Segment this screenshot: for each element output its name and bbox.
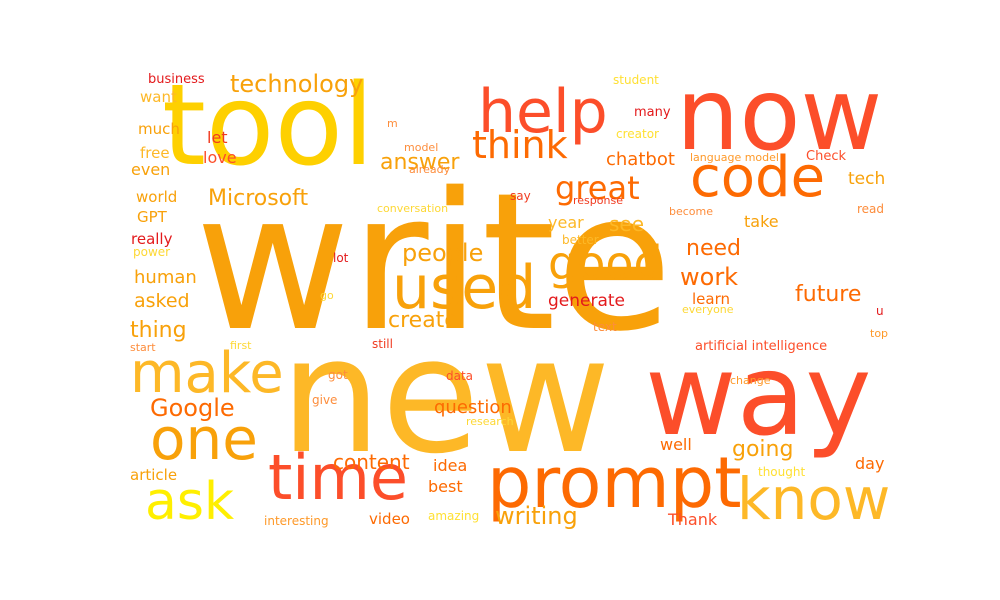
word-need: need — [686, 236, 741, 261]
word-day: day — [855, 454, 885, 473]
word-better: better — [562, 233, 599, 247]
word-power: power — [133, 245, 171, 259]
word-check: Check — [806, 149, 846, 164]
word-artificial-intelligence: artificial intelligence — [695, 339, 828, 354]
word-make: make — [130, 341, 284, 406]
word-language-model: language model — [690, 151, 779, 164]
word-write: write — [195, 152, 673, 373]
word-used: used — [392, 253, 537, 323]
word-gpt: GPT — [137, 208, 167, 226]
word-student: student — [613, 73, 659, 87]
word-asked: asked — [134, 290, 190, 312]
word-research: research — [466, 415, 514, 428]
word-change: change — [730, 374, 771, 387]
word-time: time — [268, 441, 409, 514]
word-answer: answer — [380, 150, 460, 175]
word-top: top — [870, 327, 889, 340]
word-m: m — [387, 117, 398, 130]
word-want: want — [140, 88, 177, 106]
word-lot: lot — [333, 251, 349, 265]
word-human: human — [134, 267, 197, 288]
word-going: going — [732, 437, 794, 462]
word-great: great — [555, 169, 640, 207]
word-thing: thing — [130, 318, 187, 343]
word-year: year — [548, 213, 584, 232]
word-become: become — [669, 205, 714, 218]
word-future: future — [795, 282, 862, 307]
word-everyone: everyone — [682, 303, 734, 316]
word-question: question — [434, 397, 512, 418]
word-learn: learn — [692, 290, 730, 308]
word-microsoft: Microsoft — [208, 186, 309, 211]
word-code: code — [690, 145, 826, 210]
word-idea: idea — [433, 456, 468, 475]
word-people: people — [402, 239, 484, 267]
word-one: one — [150, 405, 258, 473]
word-take: take — [744, 212, 779, 231]
word-u: u — [876, 304, 884, 318]
word-creator: creator — [616, 127, 659, 141]
word-now: now — [676, 56, 883, 173]
word-give: give — [312, 393, 338, 407]
word-love: love — [203, 148, 237, 167]
word-technology: technology — [230, 70, 364, 98]
word-really: really — [131, 230, 173, 248]
word-model: model — [404, 141, 439, 154]
word-video: video — [369, 510, 410, 528]
word-ask: ask — [145, 472, 235, 532]
word-thank: Thank — [668, 510, 718, 529]
word-best: best — [428, 477, 463, 496]
word-first: first — [230, 339, 252, 352]
word-read: read — [857, 202, 885, 216]
word-good: good — [548, 236, 663, 290]
word-amazing: amazing — [428, 509, 480, 523]
word-prompt: prompt — [487, 442, 742, 524]
word-already: already — [409, 163, 451, 176]
word-much: much — [138, 120, 180, 138]
word-free: free — [140, 144, 170, 162]
word-know: know — [737, 465, 891, 533]
word-see: see — [609, 212, 645, 236]
word-generate: generate — [548, 291, 626, 311]
word-say: say — [510, 189, 531, 203]
word-create: create — [388, 308, 458, 333]
word-tool: tool — [162, 61, 375, 191]
word-start: start — [130, 341, 156, 354]
word-new: new — [280, 302, 611, 489]
word-let: let — [207, 128, 228, 147]
word-think: think — [472, 123, 568, 167]
word-chatbot: chatbot — [606, 149, 675, 170]
word-well: well — [660, 435, 692, 454]
word-many: many — [634, 105, 671, 120]
word-text: text — [593, 320, 617, 334]
word-world: world — [136, 188, 178, 206]
word-tech: tech — [848, 169, 886, 189]
word-got: got — [328, 368, 348, 382]
word-content: content — [333, 450, 410, 474]
word-still: still — [372, 337, 393, 351]
word-interesting: interesting — [264, 514, 329, 528]
word-go: go — [320, 289, 334, 302]
word-response: response — [573, 194, 623, 207]
word-google: Google — [150, 394, 235, 422]
word-way: way — [645, 331, 872, 461]
word-writing: writing — [495, 502, 578, 530]
word-thought: thought — [758, 465, 806, 479]
word-conversation: conversation — [377, 202, 449, 215]
word-business: business — [148, 72, 205, 87]
word-article: article — [130, 466, 178, 484]
word-data: data — [446, 369, 474, 383]
word-work: work — [680, 263, 739, 291]
word-even: even — [131, 160, 171, 179]
word-help: help — [478, 77, 608, 147]
